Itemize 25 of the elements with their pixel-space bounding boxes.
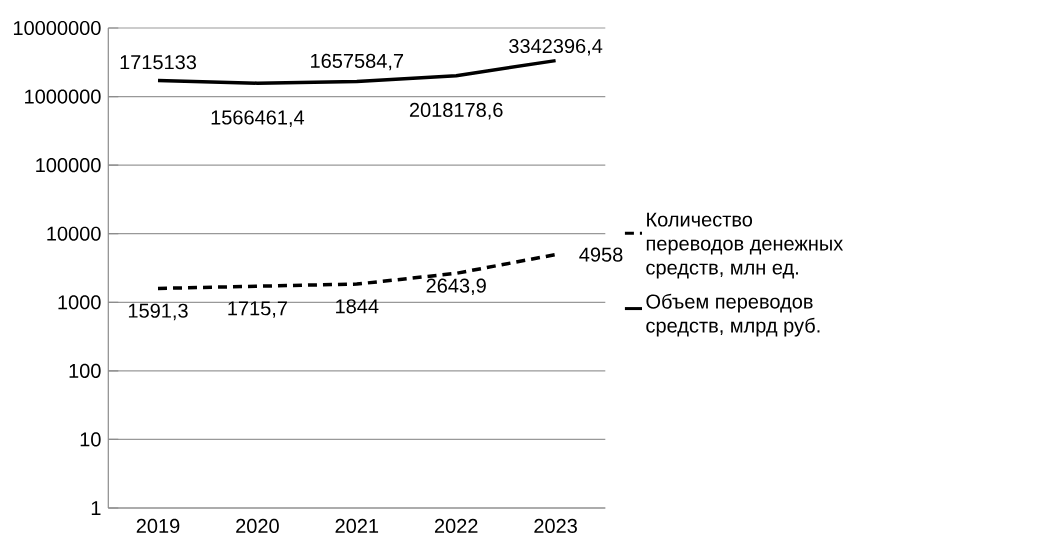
y-tick-label: 1 bbox=[91, 501, 101, 515]
data-label: 1715133 bbox=[120, 55, 197, 70]
data-label: 1591,3 bbox=[128, 303, 188, 321]
x-tick-label: 2022 bbox=[434, 518, 478, 534]
data-label: 1715,7 bbox=[228, 301, 287, 318]
x-tick-label: 2021 bbox=[335, 518, 379, 534]
y-tick-label: 1000 bbox=[58, 295, 101, 310]
x-tick-label: 2023 bbox=[534, 518, 577, 534]
y-tick-label: 100 bbox=[69, 363, 101, 378]
x-tick-label: 2019 bbox=[136, 518, 180, 534]
data-label: 3342396,4 bbox=[509, 38, 603, 56]
legend-label: Количество переводов денежных средств, млн ед. bbox=[646, 212, 844, 279]
data-label: 2643,9 bbox=[426, 278, 486, 296]
y-tick-label: 1000000 bbox=[25, 89, 101, 104]
y-tick-label: 10000000 bbox=[13, 20, 101, 36]
data-label: 1657584,7 bbox=[311, 53, 404, 71]
data-label: 4958 bbox=[579, 247, 623, 262]
x-tick-label: 2020 bbox=[236, 518, 279, 534]
y-tick-label: 10000 bbox=[47, 226, 101, 241]
y-tick-label: 100000 bbox=[36, 158, 101, 173]
legend-label: Объем переводов средств, млрд руб. bbox=[646, 293, 820, 337]
y-tick-label: 10 bbox=[80, 432, 101, 447]
data-label: 1844 bbox=[336, 299, 379, 314]
data-label: 1566461,4 bbox=[211, 110, 305, 127]
data-label: 2018178,6 bbox=[409, 102, 503, 120]
